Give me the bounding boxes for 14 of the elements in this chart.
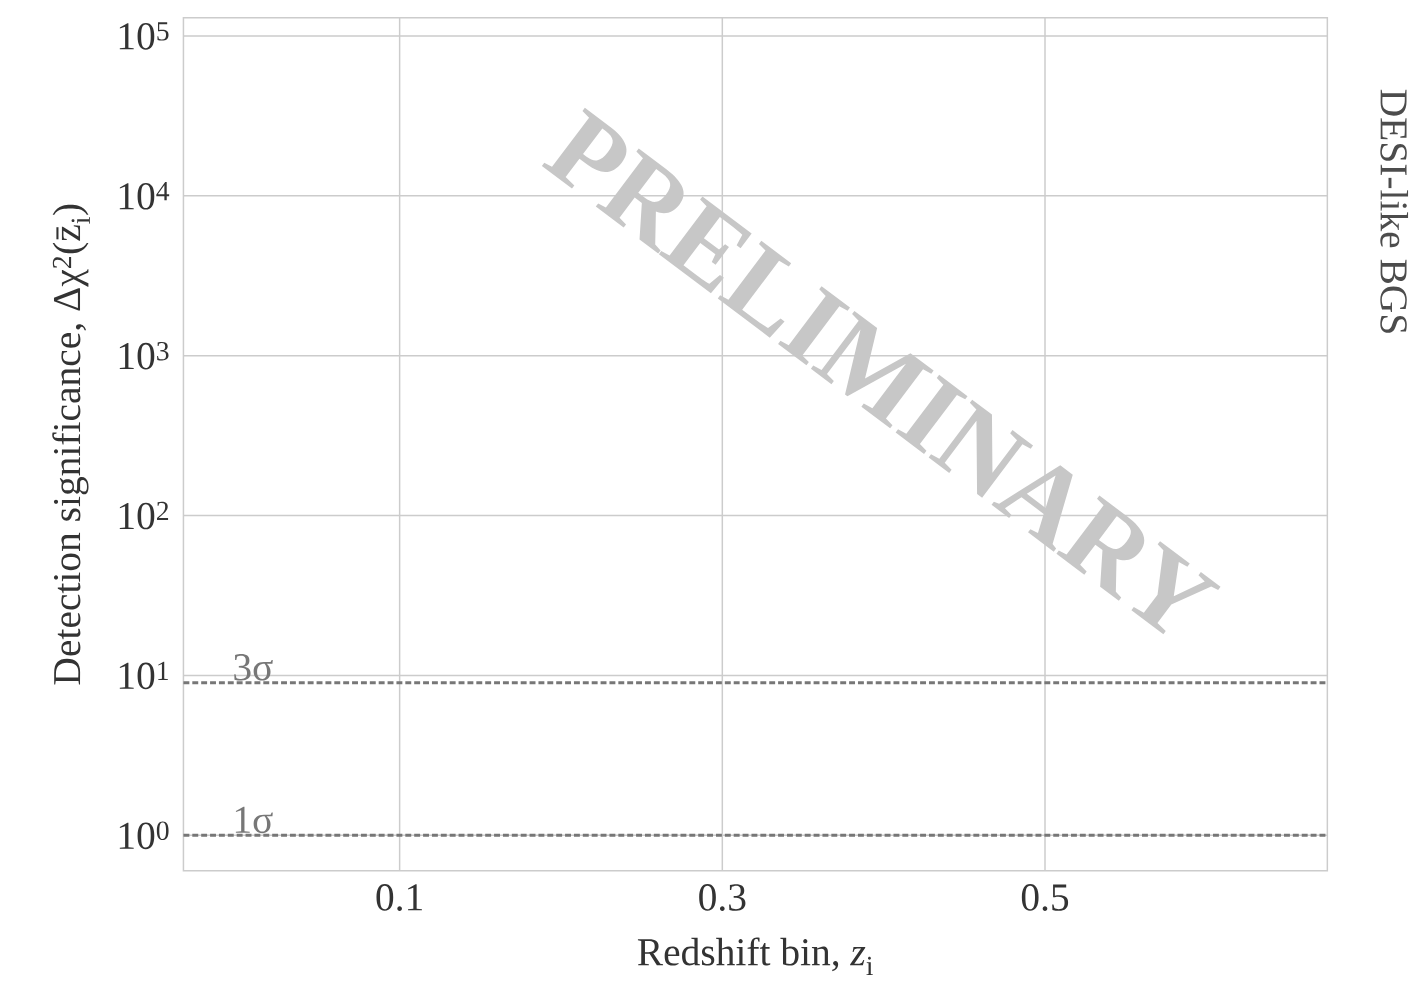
text: DESI-like BGS	[1380, 89, 1409, 333]
x-tick-label: 0.3	[699, 884, 746, 911]
y-tick-label: 10$^{5}$	[119, 22, 169, 50]
x-tick-label: 0.1	[376, 884, 422, 911]
y-tick-label: 10$^{3}$	[119, 341, 169, 370]
y-tick-label: 10$^{1}$	[119, 661, 168, 690]
ref-line-label: 3σ	[234, 654, 273, 681]
x-tick-label: 0.5	[1021, 884, 1069, 911]
y-axis-title: Detection significance, Δχ$^{2}$(z̄$_{i}$)	[52, 204, 90, 685]
y-tick-label: 10$^{4}$	[119, 182, 170, 210]
y-tick-label: 10$^{2}$	[119, 501, 169, 530]
y-tick-label: 10$^{0}$	[119, 821, 169, 850]
ref-line-label: 1σ	[235, 806, 273, 834]
x-axis-title: Redshift bin, z$_{i}$	[637, 937, 873, 975]
